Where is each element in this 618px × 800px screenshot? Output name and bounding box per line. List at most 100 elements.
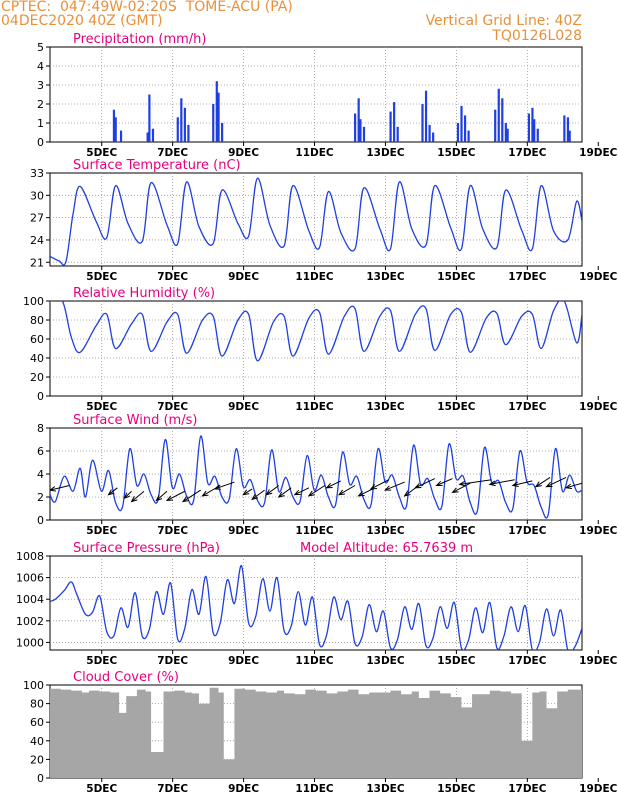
temperature-ytick-label: 30 [30, 189, 44, 202]
precipitation-bar [112, 109, 116, 142]
humidity-xtick-label: 17DEC [508, 401, 547, 413]
precipitation-title: Precipitation (mm/h) [73, 32, 206, 47]
header-model: TQ0126L028 [492, 28, 582, 44]
precipitation-bar [460, 105, 463, 142]
humidity-frame [49, 300, 583, 397]
precipitation-frame [49, 46, 583, 143]
wind-ytick-label: 8 [37, 422, 44, 435]
precipitation-ytick-label: 3 [37, 79, 44, 92]
humidity-xtick-label: 11DEC [295, 401, 334, 413]
cloud-cover-xtick-label: 15DEC [437, 783, 476, 795]
precipitation-bar [421, 104, 424, 142]
humidity-ytick-label: 20 [30, 371, 44, 384]
wind-xtick-label: 7DEC [157, 525, 188, 537]
wind-arrow [50, 485, 70, 492]
wind-arrow [369, 479, 389, 490]
pressure-xtick-label: 17DEC [508, 655, 547, 667]
humidity-ytick-label: 60 [30, 333, 44, 346]
pressure-title: Surface Pressure (hPa) [73, 541, 220, 556]
precipitation-bar [456, 123, 460, 142]
cloud-cover-ytick-label: 60 [30, 716, 44, 729]
wind-frame [49, 427, 583, 521]
pressure-xtick-label: 15DEC [437, 655, 476, 667]
wind-arrow [414, 478, 436, 489]
temperature-ytick-label: 27 [30, 212, 44, 225]
precipitation-bar [354, 113, 357, 142]
cloud-cover-xtick-label: 13DEC [366, 783, 405, 795]
precipitation-bar [563, 115, 566, 142]
humidity-xtick-label: 7DEC [157, 401, 188, 413]
pressure-ytick-label: 1008 [16, 550, 44, 563]
pressure-ytick-label: 1000 [16, 636, 44, 649]
pressure-ytick-label: 1002 [16, 615, 44, 628]
humidity-xtick-label: 15DEC [437, 401, 476, 413]
pressure-line [50, 565, 582, 650]
precipitation-bar [501, 98, 504, 142]
wind-arrow [277, 487, 292, 498]
humidity-xtick-label: 13DEC [366, 401, 405, 413]
temperature-title: Surface Temperature (nC) [73, 158, 241, 173]
humidity-xtick-label: 5DEC [86, 401, 117, 413]
pressure-xtick-label: 7DEC [157, 655, 188, 667]
precipitation-bar [566, 117, 570, 142]
wind-arrow [307, 485, 326, 497]
wind-ytick-label: 4 [37, 468, 44, 481]
precipitation-bar [215, 81, 218, 142]
wind-arrow [325, 480, 342, 489]
precipitation-ytick-label: 5 [37, 41, 44, 54]
wind-arrow [435, 478, 453, 487]
pressure-annotation: Model Altitude: 65.7639 m [300, 541, 473, 556]
wind-plot-area [50, 435, 582, 519]
humidity-line [50, 301, 582, 362]
wind-xtick-label: 9DEC [228, 525, 259, 537]
cloud-cover-xtick-label: 9DEC [228, 783, 259, 795]
pressure-xtick-label: 5DEC [86, 655, 117, 667]
wind-arrow [458, 479, 492, 487]
wind-arrow [564, 482, 582, 490]
wind-arrow [165, 490, 186, 502]
cloud-cover-area [50, 687, 582, 778]
precipitation-bar [217, 92, 220, 142]
cloud-cover-panel: 0 20 40 60 80 100 5DEC 7DEC 9DEC 11DEC 13DEC 15DEC 1… [23, 670, 618, 795]
wind-arrow [251, 489, 265, 501]
wind-title: Surface Wind (m/s) [73, 413, 197, 428]
precipitation-bar [221, 123, 224, 142]
temperature-panel: 21 24 27 30 33 5DEC 7DEC 9DEC 11DEC 13DEC 15DEC 17D… [30, 158, 618, 283]
precipitation-ytick-label: 4 [37, 60, 44, 73]
precipitation-bar [393, 102, 396, 142]
precipitation-bar [180, 98, 183, 142]
precipitation-bar [432, 132, 435, 142]
precipitation-bar [527, 113, 530, 142]
precipitation-bar [119, 130, 123, 142]
precipitation-xtick-label: 9DEC [228, 147, 259, 159]
pressure-ytick-label: 1006 [16, 572, 44, 585]
wind-arrow [511, 480, 533, 487]
pressure-xtick-label: 11DEC [295, 655, 334, 667]
pressure-xtick-label: 19DEC [579, 655, 618, 667]
cloud-cover-xtick-label: 7DEC [157, 783, 188, 795]
precipitation-bar [151, 128, 155, 142]
wind-arrow [155, 490, 168, 502]
wind-ytick-label: 6 [37, 445, 44, 458]
precipitation-bar [533, 119, 536, 142]
wind-arrow [213, 481, 235, 490]
wind-ytick-label: 2 [37, 491, 44, 504]
precipitation-bar [531, 107, 534, 142]
precipitation-bar [568, 130, 571, 142]
temperature-xtick-label: 19DEC [579, 271, 618, 283]
precipitation-xtick-label: 19DEC [579, 147, 618, 159]
cloud-cover-xtick-label: 17DEC [508, 783, 547, 795]
temperature-ytick-label: 33 [30, 167, 44, 180]
temperature-xtick-label: 15DEC [437, 271, 476, 283]
cloud-cover-plot-area [50, 687, 582, 778]
precipitation-bar [428, 124, 431, 142]
temperature-xtick-label: 7DEC [157, 271, 188, 283]
pressure-frame [49, 555, 583, 651]
precipitation-bar [494, 109, 497, 142]
precipitation-bar [463, 115, 467, 142]
cloud-cover-xtick-label: 5DEC [86, 783, 117, 795]
wind-arrow [488, 479, 515, 487]
precipitation-ytick-label: 1 [37, 117, 44, 130]
wind-xtick-label: 19DEC [579, 525, 618, 537]
